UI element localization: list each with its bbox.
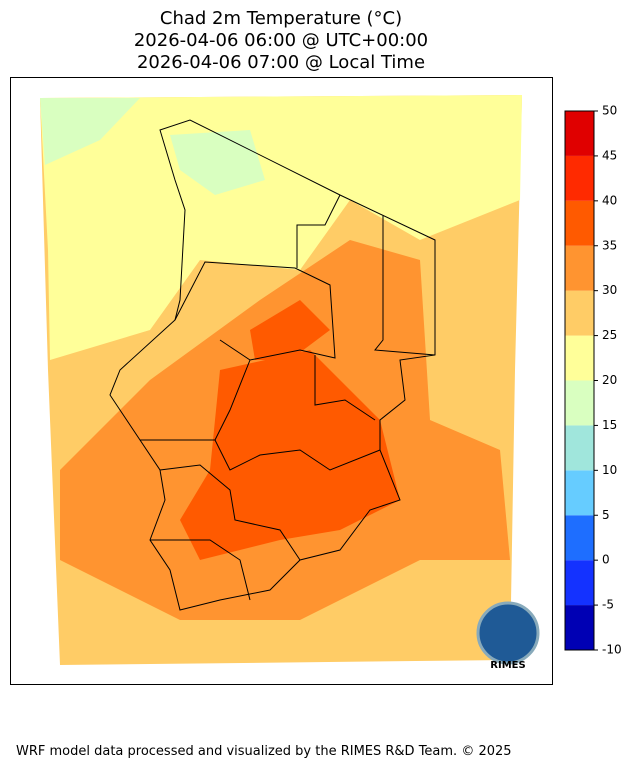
- logo: RIMES: [476, 601, 540, 671]
- colorbar-segment: [565, 290, 594, 336]
- colorbar-segment: [565, 245, 594, 291]
- tick-label: 10: [602, 463, 617, 477]
- colorbar-segment: [565, 605, 594, 650]
- colorbar-segment: [565, 335, 594, 381]
- tick-label: 30: [602, 283, 617, 297]
- colorbar-segment: [565, 560, 594, 606]
- tick-label: 35: [602, 238, 617, 252]
- tick-label: 20: [602, 373, 617, 387]
- tick-label: 40: [602, 193, 617, 207]
- tick-label: 15: [602, 418, 617, 432]
- colorbar-segment: [565, 470, 594, 516]
- colorbar-segment: [565, 200, 594, 246]
- colorbar-segment: [565, 515, 594, 561]
- colorbar-segment: [565, 155, 594, 201]
- logo-text: RIMES: [490, 660, 525, 671]
- tick-label: 0: [602, 553, 610, 567]
- temperature-field: [180, 350, 400, 560]
- tick-label: 50: [602, 104, 617, 118]
- title-line: 2026-04-06 06:00 @ UTC+00:00: [134, 30, 428, 51]
- colorbar-segment: [565, 111, 594, 156]
- title-line: 2026-04-06 07:00 @ Local Time: [137, 52, 425, 73]
- tick-label: 45: [602, 148, 617, 162]
- colorbar-segment: [565, 425, 594, 471]
- temperature-field: [170, 130, 265, 195]
- borders: [109, 119, 436, 611]
- temperature-field: [40, 98, 140, 165]
- colorbar: -10 -5 0 5 10 15 20 25 30 35 40 45 50: [564, 104, 622, 657]
- temperature-field: [250, 300, 330, 360]
- title-line: Chad 2m Temperature (°C): [160, 8, 402, 29]
- temperature-field: [40, 95, 522, 360]
- footer: WRF model data processed and visualized …: [16, 744, 512, 759]
- tick-label: 5: [602, 508, 610, 522]
- map: RIMES: [10, 77, 553, 685]
- tick-label: -5: [602, 598, 614, 612]
- colorbar-segment: [565, 380, 594, 426]
- tick-label: 25: [602, 328, 617, 342]
- tick-label: -10: [602, 643, 622, 657]
